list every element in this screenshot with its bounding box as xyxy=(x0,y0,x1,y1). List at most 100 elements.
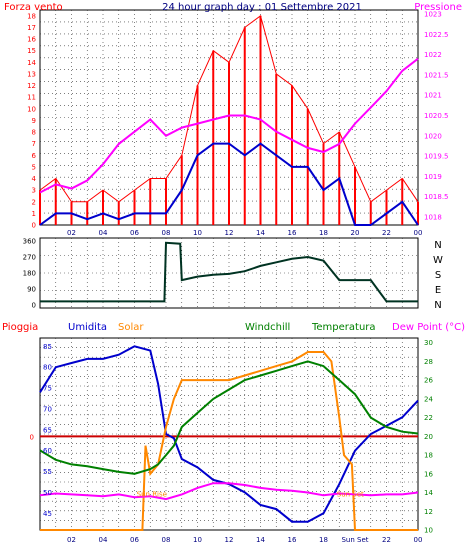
humidity-tick-label: 85 xyxy=(43,343,52,351)
x-tick-label: 10 xyxy=(193,536,202,544)
wind-tick-label: 16 xyxy=(27,36,36,44)
wind-tick-label: 2 xyxy=(32,198,36,206)
x-tick-label: 02 xyxy=(67,229,76,237)
wind-tick-label: 8 xyxy=(32,129,36,137)
compass-label: E xyxy=(435,285,441,296)
chart-title: 24 hour graph day : 01 Settembre 2021 xyxy=(162,2,362,13)
panel2-series xyxy=(40,241,418,303)
left-axis-label-wind: Forza vento xyxy=(4,2,63,13)
x-tick-label: 12 xyxy=(225,229,234,237)
temperature-tick-label: 24 xyxy=(424,395,433,403)
humidity-tick-label: 60 xyxy=(43,447,52,455)
x-tick-label: 18 xyxy=(319,536,328,544)
wind-gust-line xyxy=(39,14,419,203)
temperature-tick-label: 22 xyxy=(424,414,433,422)
x-tick-label: 16 xyxy=(288,536,297,544)
panel3-tick-labels: 0 45 50 55 60 65 70 75 80 85 10 12 14 16 18 20 22 24 26 28 3… xyxy=(30,339,434,544)
pressure-tick-label: 1019 xyxy=(424,173,442,181)
humidity-tick-label: 80 xyxy=(43,364,52,372)
compass-label: W xyxy=(433,255,443,266)
humidity-tick-label: 50 xyxy=(43,489,52,497)
pressure-tick-label: 1020 xyxy=(424,132,442,140)
x-tick-label: 18 xyxy=(319,229,328,237)
direction-tick-label: 270 xyxy=(23,254,36,262)
x-tick-label: 06 xyxy=(130,229,139,237)
temperature-tick-label: 28 xyxy=(424,358,433,366)
legend-item: Umidita xyxy=(68,322,107,333)
temperature-tick-label: 26 xyxy=(424,377,433,385)
pressure-tick-label: 1023 xyxy=(424,11,442,19)
wind-tick-label: 13 xyxy=(27,70,36,78)
legend-item: Temperatura xyxy=(311,322,376,333)
annotation-sun-set: Sun Set xyxy=(337,490,364,498)
x-tick-label: 22 xyxy=(382,229,391,237)
wind-tick-label: 18 xyxy=(27,12,36,20)
pressure-tick-label: 1022.5 xyxy=(424,31,449,39)
rain-zero-label: 0 xyxy=(30,433,34,441)
x-tick-label: 12 xyxy=(225,536,234,544)
pressure-tick-label: 1020.5 xyxy=(424,112,449,120)
x-tick-label: 08 xyxy=(162,229,171,237)
wind-tick-label: 17 xyxy=(27,24,36,32)
humidity-tick-label: 70 xyxy=(43,405,52,413)
legend-item: Windchill xyxy=(245,322,290,333)
x-tick-label: 02 xyxy=(67,536,76,544)
annotation-sun-rise: Sun Rise xyxy=(137,490,167,498)
temperature-tick-label: 12 xyxy=(424,508,433,516)
pressure-tick-label: 1018 xyxy=(424,213,442,221)
x-tick-label: 22 xyxy=(382,536,391,544)
x-tick-label: 00 xyxy=(414,229,423,237)
humidity-tick-label: 75 xyxy=(43,385,52,393)
temperature-tick-label: 10 xyxy=(424,527,433,535)
temperature-line xyxy=(39,360,419,475)
humidity-tick-label: 55 xyxy=(43,468,52,476)
pressure-tick-label: 1018.5 xyxy=(424,193,449,201)
x-tick-label: 14 xyxy=(256,536,265,544)
x-tick-label: 00 xyxy=(414,536,423,544)
x-tick-label: 08 xyxy=(162,536,171,544)
wind-tick-label: 5 xyxy=(32,163,36,171)
wind-tick-label: 12 xyxy=(27,82,36,90)
legend-item: Pioggia xyxy=(2,322,38,333)
direction-tick-label: 180 xyxy=(23,270,36,278)
direction-tick-label: 90 xyxy=(27,286,36,294)
legend-item: Solar xyxy=(118,322,144,333)
panel1-tick-labels: 02 04 06 08 10 12 14 16 18 20 22 000123456789101112… xyxy=(27,11,448,237)
x-tick-label: 10 xyxy=(193,229,202,237)
wind-tick-label: 0 xyxy=(32,222,36,230)
panel1-series xyxy=(39,14,419,226)
compass-label: N xyxy=(434,240,441,251)
wind-tick-label: 1 xyxy=(32,210,36,218)
humidity-tick-label: 45 xyxy=(43,510,52,518)
pressure-tick-label: 1021 xyxy=(424,92,442,100)
wind-tick-label: 4 xyxy=(32,175,37,183)
dewpoint-line xyxy=(39,482,419,501)
temperature-tick-label: 14 xyxy=(424,489,433,497)
wind-tick-label: 9 xyxy=(32,117,36,125)
x-tick-label: 20 xyxy=(351,229,360,237)
wind-tick-label: 15 xyxy=(27,47,36,55)
temperature-tick-label: 30 xyxy=(424,339,433,347)
pressure-line xyxy=(39,57,419,194)
temperature-tick-label: 16 xyxy=(424,470,433,478)
pressure-tick-label: 1022 xyxy=(424,51,442,59)
legend-item: Dew Point (°C) xyxy=(392,322,465,333)
panel3-legend: Pioggia Umidita Solar Windchill Temperatura D… xyxy=(2,322,465,333)
compass-label: N xyxy=(434,300,441,311)
panel3-series xyxy=(39,345,419,531)
direction-tick-label: 360 xyxy=(23,238,36,246)
wind-tick-label: 11 xyxy=(27,94,36,102)
x-tick-label: 16 xyxy=(288,229,297,237)
temperature-tick-label: 20 xyxy=(424,433,433,441)
direction-tick-label: 0 xyxy=(32,302,36,310)
compass-label: S xyxy=(435,270,441,281)
humidity-tick-label: 65 xyxy=(43,426,52,434)
wind-tick-label: 14 xyxy=(27,59,36,67)
temperature-tick-label: 18 xyxy=(424,452,433,460)
right-axis-label-pressure: Pressione xyxy=(414,2,462,13)
x-tick-label: 04 xyxy=(99,536,108,544)
wind-tick-label: 6 xyxy=(32,152,37,160)
